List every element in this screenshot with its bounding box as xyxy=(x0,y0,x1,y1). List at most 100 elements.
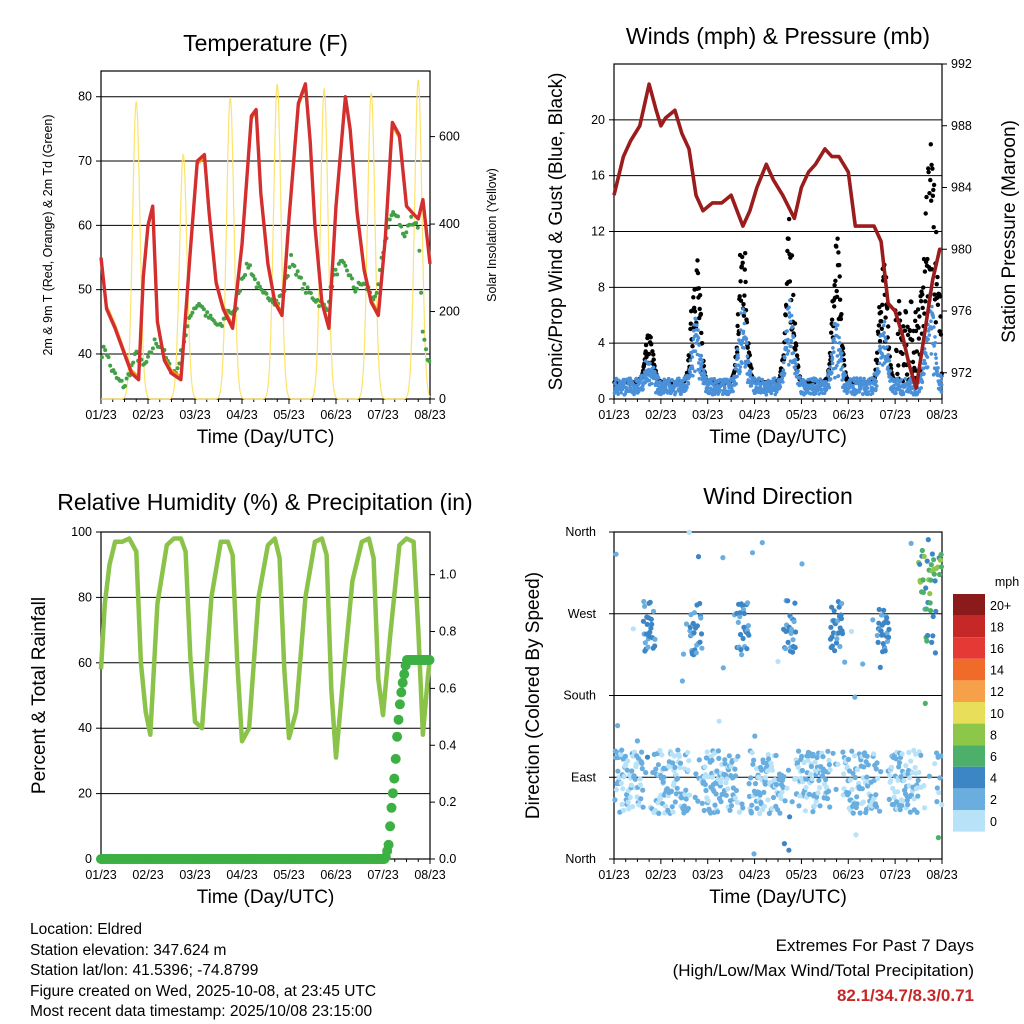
point-wind xyxy=(697,376,702,381)
point-wind xyxy=(885,345,889,349)
point-dewpoint xyxy=(420,329,425,334)
point-wind xyxy=(883,335,887,340)
point-dewpoint xyxy=(190,310,195,315)
point-wind xyxy=(741,307,745,311)
point-wind xyxy=(749,371,753,375)
x-axis-label: Time (Day/UTC) xyxy=(709,887,847,908)
point-gust xyxy=(692,305,697,310)
point-wind-direction xyxy=(619,801,625,808)
point-wind-direction xyxy=(628,782,635,788)
point-dewpoint xyxy=(353,289,358,294)
point-wind xyxy=(839,355,844,360)
point-wind-direction xyxy=(844,764,850,770)
point-gust xyxy=(925,256,930,262)
point-wind-direction xyxy=(799,561,805,567)
point-wind xyxy=(704,375,708,380)
point-wind-direction xyxy=(734,799,741,806)
point-wind-direction xyxy=(924,558,930,564)
point-gust xyxy=(905,324,910,329)
point-wind xyxy=(735,374,739,379)
point-wind xyxy=(885,356,890,360)
point-wind-direction xyxy=(698,631,705,637)
point-wind-direction xyxy=(840,749,846,755)
point-wind-direction xyxy=(928,577,934,583)
point-gust xyxy=(914,349,919,354)
point-wind xyxy=(696,328,700,332)
point-wind xyxy=(837,341,842,345)
point-wind-direction xyxy=(683,796,689,802)
point-wind xyxy=(757,377,762,382)
point-wind xyxy=(935,369,939,374)
point-wind-direction xyxy=(916,769,922,776)
point-wind-direction xyxy=(640,804,646,810)
point-gust xyxy=(834,244,839,249)
point-wind-direction xyxy=(886,634,892,640)
point-wind-direction xyxy=(698,615,704,621)
point-wind xyxy=(839,359,844,363)
y-tick-label: North xyxy=(565,852,596,866)
point-wind-direction xyxy=(904,797,910,803)
point-dewpoint xyxy=(108,363,113,368)
point-wind-direction xyxy=(634,738,641,744)
point-wind-direction xyxy=(907,775,913,781)
point-wind-direction xyxy=(845,756,852,763)
point-wind-direction xyxy=(652,643,658,649)
point-wind-direction xyxy=(618,752,624,758)
point-dewpoint xyxy=(409,214,414,219)
legend-swatch xyxy=(953,680,985,702)
legend-swatch xyxy=(953,745,985,767)
point-gust xyxy=(915,307,921,312)
point-wind-direction xyxy=(642,603,648,609)
point-wind-direction xyxy=(847,777,853,783)
point-wind-direction xyxy=(715,809,721,815)
point-wind-direction xyxy=(773,781,780,788)
point-gust xyxy=(829,317,835,322)
point-wind-direction xyxy=(838,616,845,622)
point-gust xyxy=(933,320,938,325)
point-precipitation xyxy=(393,714,404,725)
point-wind-direction xyxy=(765,797,771,803)
point-dewpoint xyxy=(131,360,136,365)
point-wind xyxy=(794,357,798,362)
x-tick-label: 01/23 xyxy=(598,408,629,422)
point-wind xyxy=(674,390,678,395)
point-gust xyxy=(916,325,921,330)
point-wind-direction xyxy=(873,792,879,798)
point-dewpoint xyxy=(134,349,139,354)
point-wind-direction xyxy=(777,810,783,816)
legend-label: 18 xyxy=(990,620,1004,634)
y-tick-label: 16 xyxy=(591,169,605,183)
point-wind-direction xyxy=(861,764,867,770)
point-wind xyxy=(852,376,856,381)
point-wind xyxy=(690,355,695,359)
point-wind-direction xyxy=(652,636,658,642)
point-wind xyxy=(616,392,620,397)
point-dewpoint xyxy=(345,268,349,273)
point-gust xyxy=(916,336,922,341)
point-gust xyxy=(648,335,653,340)
point-wind-direction xyxy=(936,790,942,796)
point-gust xyxy=(794,353,800,358)
point-gust xyxy=(930,193,936,198)
point-wind xyxy=(832,350,836,354)
point-wind xyxy=(933,341,938,345)
point-wind xyxy=(741,329,746,334)
point-wind xyxy=(929,319,933,324)
extremes-values: 82.1/34.7/8.3/0.71 xyxy=(836,986,974,1005)
point-wind-direction xyxy=(750,761,756,767)
point-wind xyxy=(922,372,926,376)
y2-tick-label: 988 xyxy=(951,119,972,133)
point-dewpoint xyxy=(294,272,299,277)
point-wind-direction xyxy=(922,700,928,707)
point-wind-direction xyxy=(749,550,756,556)
y-axis-label: 2m & 9m T (Red, Orange) & 2m Td (Green) xyxy=(41,114,55,355)
x-axis-label: Time (Day/UTC) xyxy=(709,427,847,448)
point-wind-direction xyxy=(682,791,688,798)
point-wind-direction xyxy=(625,758,631,764)
point-wind-direction xyxy=(833,640,840,646)
y-tick-label: East xyxy=(571,770,597,784)
point-wind xyxy=(738,365,743,369)
point-dewpoint xyxy=(248,263,252,268)
point-gust xyxy=(923,211,928,216)
point-gust xyxy=(897,311,902,316)
